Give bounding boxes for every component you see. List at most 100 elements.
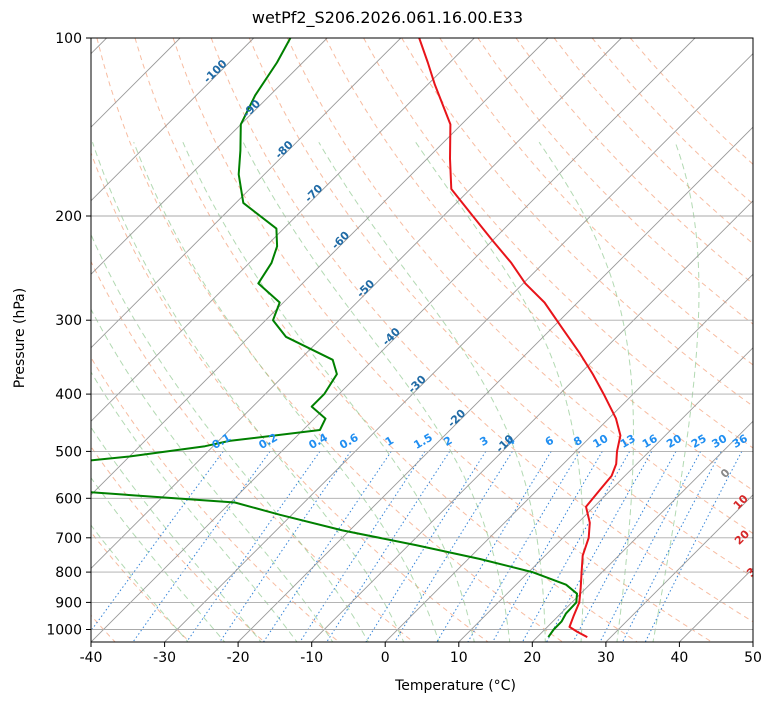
mixing-ratio-label: 0.4 — [306, 431, 330, 452]
isotherm-line — [164, 52, 753, 642]
moist-adiabat — [182, 141, 475, 642]
adiabat-label: 20 — [732, 527, 752, 547]
mixing-ratio-label: 8 — [571, 434, 584, 449]
isotherm-line — [531, 420, 753, 642]
mixing-ratio-label: 0.1 — [210, 431, 233, 452]
moist-adiabat — [652, 142, 700, 642]
isotherm-line — [311, 200, 753, 642]
dry-adiabat — [96, 38, 564, 642]
mixing-ratio-label: 10 — [591, 432, 611, 451]
moist-adiabat — [133, 142, 440, 642]
mixing-ratio-label: 20 — [664, 432, 684, 451]
x-tick-label: 20 — [523, 650, 541, 666]
moist-adiabat — [91, 308, 334, 642]
chart-title: wetPf2_S206.2026.061.16.00.E33 — [251, 8, 524, 27]
mixing-ratio-label: 16 — [640, 432, 660, 451]
mixing-ratio-label: 1 — [383, 434, 396, 449]
mixing-ratio-label: 36 — [730, 432, 750, 451]
mixing-ratio-label: 2 — [441, 434, 454, 449]
isotherm-label: -60 — [329, 229, 352, 252]
y-tick-label: 500 — [55, 444, 82, 460]
grid-layer — [0, 38, 753, 642]
x-tick-label: 50 — [744, 650, 762, 666]
y-tick-label: 100 — [55, 31, 82, 47]
x-axis-label: Temperature (°C) — [395, 678, 516, 694]
x-tick-label: 10 — [450, 650, 468, 666]
dry-adiabat — [91, 260, 415, 642]
moist-adiabat — [318, 141, 546, 642]
y-tick-label: 400 — [55, 387, 82, 403]
isotherm-label: -40 — [380, 325, 403, 348]
isotherm-line — [91, 38, 475, 422]
moist-adiabat — [91, 426, 262, 642]
mixing-ratio-line — [91, 451, 224, 632]
isotherm-label: -30 — [406, 373, 429, 396]
y-tick-label: 300 — [55, 313, 82, 329]
mixing-ratio-line — [219, 451, 352, 642]
mixing-ratio-line — [622, 451, 722, 642]
isotherm-line — [458, 347, 753, 642]
adiabat-label: 30 — [744, 559, 764, 579]
mixing-ratio-line — [326, 451, 451, 642]
isotherm-line — [91, 38, 622, 570]
dry-adiabat — [286, 38, 753, 535]
axis-layer: -40 -30 -20 -10 0 10 20 30 40 5010020030040050060… — [46, 31, 762, 666]
isotherm-line — [237, 126, 753, 642]
plot-frame — [90, 37, 754, 643]
x-tick-label: 0 — [381, 650, 390, 666]
isotherm-line — [752, 641, 753, 642]
isotherm-line — [91, 38, 549, 496]
moist-adiabat — [91, 524, 189, 642]
dry-adiabat — [477, 38, 753, 325]
y-tick-label: 1000 — [46, 623, 82, 639]
isotherm-line — [91, 38, 255, 202]
annotation-layer: 0.1 0.2 0.4 0.6 1 1.5 2 3 4 6 8 10 13 16 20 25 30 36-100-… — [201, 57, 775, 607]
x-tick-label: -10 — [300, 650, 323, 666]
isotherm-label: -70 — [302, 182, 325, 205]
mixing-ratio-line — [521, 451, 631, 642]
mixing-ratio-label: 0.2 — [257, 431, 280, 452]
moist-adiabat — [91, 233, 369, 642]
mixing-ratio-line — [262, 451, 392, 642]
mixing-ratio-line — [365, 451, 487, 642]
x-tick-label: 40 — [670, 650, 688, 666]
y-tick-label: 900 — [55, 595, 82, 611]
moist-adiabat — [242, 141, 511, 642]
adiabat-label: 40 — [761, 587, 775, 607]
isotherm-label: -100 — [201, 57, 230, 86]
mixing-ratio-line — [299, 451, 426, 642]
isotherm-line — [91, 38, 696, 642]
mixing-ratio-line — [467, 451, 581, 642]
mixing-ratio-line — [132, 451, 271, 642]
dry-adiabat — [91, 445, 265, 642]
isotherm-line — [605, 494, 753, 642]
mixing-ratio-label: 25 — [689, 432, 709, 451]
temperature-profile — [418, 38, 622, 638]
x-tick-label: 30 — [597, 650, 615, 666]
moist-adiabat — [91, 371, 298, 642]
dewpoint-profile — [91, 38, 578, 638]
dry-adiabat — [91, 614, 116, 642]
x-tick-label: -20 — [227, 650, 250, 666]
dry-adiabat — [363, 38, 753, 449]
series-layer — [91, 38, 622, 638]
dry-adiabat — [248, 38, 753, 578]
moist-adiabat — [538, 141, 634, 642]
isotherm-line — [384, 273, 753, 642]
isotherm-label: -20 — [445, 407, 468, 430]
moist-adiabat — [92, 142, 405, 642]
isotherm-line — [91, 38, 402, 349]
isotherm-line — [0, 38, 33, 642]
dry-adiabat — [439, 38, 753, 366]
dry-adiabat — [515, 38, 753, 285]
mixing-ratio-line — [572, 451, 677, 642]
y-tick-label: 800 — [55, 565, 82, 581]
mixing-ratio-label: 3 — [477, 434, 490, 449]
isotherm-line — [679, 567, 753, 642]
isotherm-label: -80 — [273, 138, 296, 161]
moist-adiabat — [415, 141, 585, 642]
dry-adiabat — [401, 38, 753, 407]
mixing-ratio-label: 6 — [543, 434, 556, 449]
x-tick-label: -40 — [80, 650, 103, 666]
